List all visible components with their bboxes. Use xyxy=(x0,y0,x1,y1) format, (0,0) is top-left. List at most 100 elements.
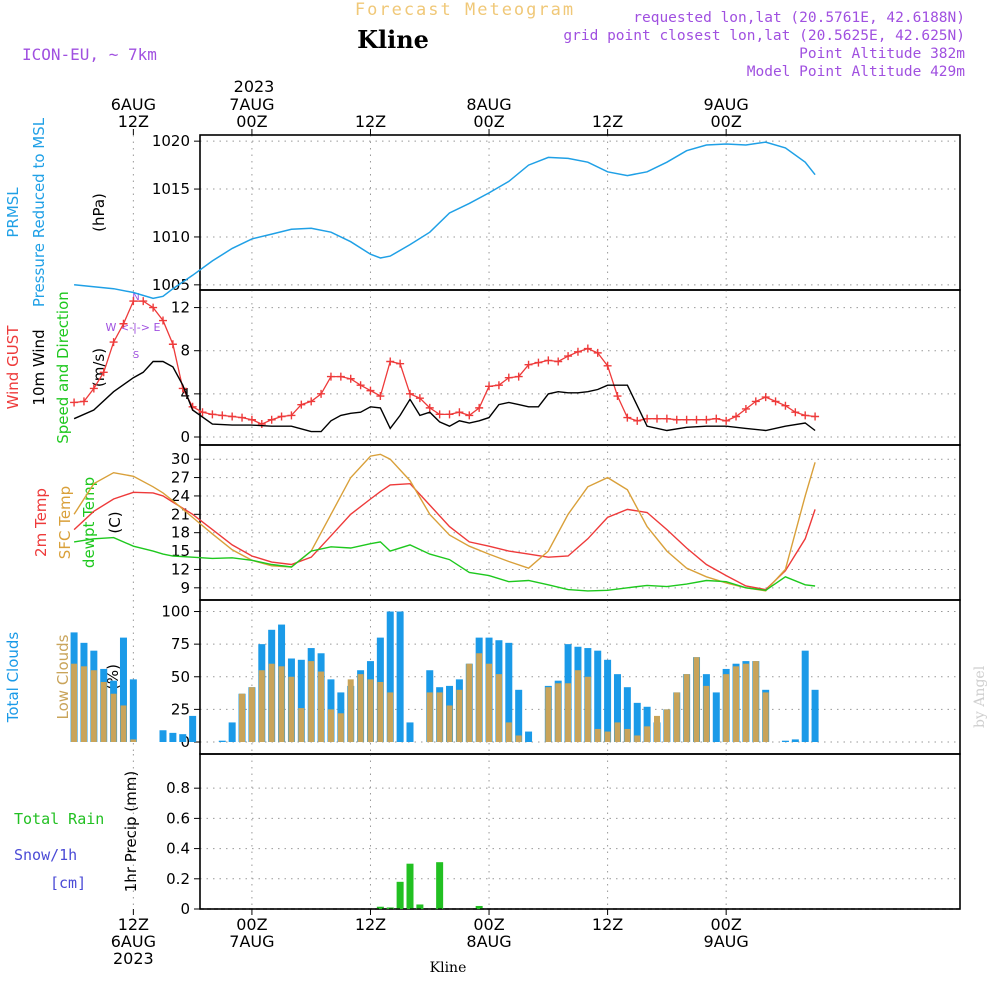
pressure-frame xyxy=(199,134,961,291)
bottom-time-label: 7AUG xyxy=(229,932,274,951)
gust-marker xyxy=(702,415,711,424)
ytick-label: 25 xyxy=(171,700,190,718)
ytick-label: 0.2 xyxy=(166,870,190,888)
total-cloud-bar xyxy=(386,611,394,742)
ytick-label: 18 xyxy=(171,524,190,542)
panel-label: [cm] xyxy=(50,874,86,892)
bottom-time-label: 9AUG xyxy=(704,932,749,951)
ytick-label: 1005 xyxy=(152,276,190,294)
low-cloud-bar xyxy=(703,685,710,742)
total-cloud-bar xyxy=(228,722,236,742)
gust-marker xyxy=(356,381,365,390)
low-cloud-bar xyxy=(387,692,394,742)
low-cloud-bar xyxy=(71,663,78,742)
bottom-time-label: 8AUG xyxy=(466,932,511,951)
low-cloud-bar xyxy=(742,663,749,742)
gust-marker xyxy=(238,413,247,422)
total-cloud-bar xyxy=(811,689,819,742)
gust-marker xyxy=(554,357,563,366)
low-cloud-bar xyxy=(594,728,601,742)
precip-panel: 0 0.2 0.4 0.6 0.8 Total Rain Snow/1h [cm] 1hr Pr… xyxy=(14,753,961,918)
low-cloud-bar xyxy=(248,687,255,742)
low-cloud-bar xyxy=(723,674,730,742)
bottom-time-label: 12Z xyxy=(592,915,623,934)
gust-marker xyxy=(159,316,167,325)
gridpoint-coords: grid point closest lon,lat (20.5625E, 42… xyxy=(563,28,965,44)
gust-marker xyxy=(415,394,424,403)
low-cloud-bar xyxy=(426,692,433,742)
rain-bar xyxy=(406,863,414,909)
total-cloud-bar xyxy=(633,702,641,742)
gust-marker xyxy=(771,397,780,406)
gust-marker xyxy=(307,397,316,406)
low-cloud-bar xyxy=(446,705,453,742)
low-cloud-bar xyxy=(327,709,334,742)
gust-marker xyxy=(662,414,671,423)
panel-label: 10m Wind xyxy=(30,329,48,405)
total-cloud-bar xyxy=(643,706,651,742)
top-time-label: 12Z xyxy=(118,112,149,131)
gust-marker xyxy=(119,319,128,328)
gust-marker xyxy=(336,372,345,381)
gust-marker xyxy=(149,303,158,312)
top-time-label: 6AUG xyxy=(111,95,156,114)
bottom-time-label: 00Z xyxy=(710,915,741,934)
wind-line xyxy=(73,360,816,433)
gust-marker xyxy=(257,420,266,429)
top-time-label: 12Z xyxy=(355,112,386,131)
gust-marker xyxy=(682,415,691,424)
low-cloud-bar xyxy=(555,683,562,742)
total-cloud-bar xyxy=(505,642,513,742)
ytick-label: 12 xyxy=(171,299,190,317)
temp-frame xyxy=(199,444,961,601)
rain-bar xyxy=(396,881,404,909)
gust-marker xyxy=(791,408,800,417)
footer-location: Kline xyxy=(430,960,467,976)
low-cloud-bar xyxy=(436,692,443,742)
low-cloud-bar xyxy=(476,653,483,742)
low-cloud-bar xyxy=(90,670,97,742)
gust-marker xyxy=(722,416,731,425)
total-cloud-bar xyxy=(525,731,533,742)
product-title: Forecast Meteogram xyxy=(355,0,575,20)
ytick-label: 50 xyxy=(171,668,190,686)
low-cloud-bar xyxy=(673,692,680,742)
low-cloud-bar xyxy=(288,676,295,742)
ytick-label: 12 xyxy=(171,560,190,578)
gust-marker xyxy=(751,397,760,406)
top-time-label: 8AUG xyxy=(466,95,511,114)
gust-marker xyxy=(633,416,642,425)
total-cloud-bar xyxy=(406,722,414,742)
gust-marker xyxy=(603,361,612,370)
total-cloud-bar xyxy=(515,689,523,742)
top-time-label: 00Z xyxy=(236,112,267,131)
gust-marker xyxy=(623,413,632,422)
total-cloud-bar xyxy=(801,650,809,742)
low-cloud-bar xyxy=(258,670,265,742)
low-cloud-bar xyxy=(624,728,631,742)
total-cloud-bar xyxy=(781,740,789,742)
panel-unit: (C) xyxy=(106,511,124,533)
gust-marker xyxy=(435,410,444,419)
gust-marker xyxy=(524,360,533,369)
bottom-time-label: 00Z xyxy=(473,915,504,934)
top-year-label: 2023 xyxy=(234,77,275,96)
panel-label: Wind GUST xyxy=(4,325,22,410)
ytick-label: 0.6 xyxy=(166,809,190,827)
panel-label: dewpt Temp xyxy=(80,477,98,568)
panel-unit: 1hr Precip (mm) xyxy=(122,771,140,892)
total-cloud-bar xyxy=(297,659,305,742)
low-cloud-bar xyxy=(80,666,87,742)
ytick-label: 8 xyxy=(180,342,190,360)
low-cloud-bar xyxy=(110,693,117,742)
gust-marker xyxy=(494,381,503,390)
gust-line xyxy=(74,300,816,425)
gust-marker xyxy=(761,393,770,402)
requested-coords: requested lon,lat (20.5761E, 42.6188N) xyxy=(633,10,965,26)
low-cloud-bar xyxy=(120,705,127,742)
compass-we: W <-|-> E xyxy=(106,321,161,334)
gust-marker xyxy=(317,389,326,398)
low-cloud-bar xyxy=(100,681,107,742)
gust-marker xyxy=(741,404,750,413)
gust-marker xyxy=(544,356,553,365)
